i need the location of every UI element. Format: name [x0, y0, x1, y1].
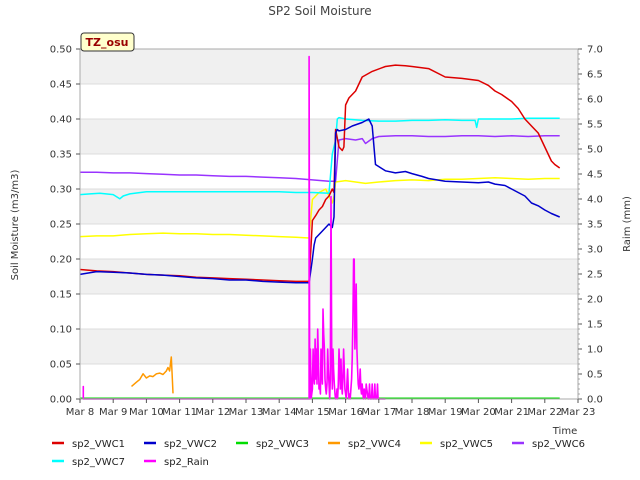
y-tick-label: 0.30 [50, 185, 72, 196]
background-band [80, 49, 578, 84]
y-tick-label: 0.50 [50, 45, 72, 56]
x-tick-label: Mar 8 [66, 407, 94, 418]
series-line-sp2-vwc6 [80, 135, 560, 183]
y-tick-label: 0.20 [50, 255, 72, 266]
y2-tick-label: 7.0 [587, 45, 603, 56]
y2-tick-label: 2.5 [587, 270, 603, 281]
y2-tick-label: 6.5 [587, 70, 603, 81]
site-badge: TZ_osu [80, 32, 135, 52]
x-tick-label: Mar 13 [229, 407, 264, 418]
series-line-sp2-rain [82, 55, 386, 400]
x-tick-label: Mar 22 [527, 407, 562, 418]
y-tick-label: 0.00 [50, 395, 72, 406]
y2-tick-label: 6.0 [587, 95, 603, 106]
y2-axis-label: Raim (mm) [622, 196, 633, 252]
y-tick-label: 0.15 [50, 290, 72, 301]
x-tick-label: Mar 9 [99, 407, 127, 418]
y-tick-label: 0.45 [50, 80, 72, 91]
y2-tick-label: 2.0 [587, 295, 603, 306]
y2-tick-label: 4.0 [587, 195, 603, 206]
legend: sp2_VWC1 sp2_VWC2 sp2_VWC3 sp2_VWC4 sp2_VWC5… [52, 439, 585, 468]
y-tick-label: 0.35 [50, 150, 72, 161]
legend-label: sp2_VWC4 [348, 439, 401, 450]
x-tick-label: Mar 17 [361, 407, 396, 418]
x-tick-label: Mar 12 [195, 407, 230, 418]
legend-label: sp2_VWC5 [440, 439, 493, 450]
legend-label: sp2_VWC6 [532, 439, 585, 450]
x-tick-label: Mar 19 [428, 407, 463, 418]
y-axis-ticks: 0.00 0.05 0.10 0.15 0.20 0.25 0.30 0.35 0.40 0.45… [50, 45, 80, 406]
y2-tick-label: 0.5 [587, 370, 603, 381]
y-tick-label: 0.40 [50, 115, 72, 126]
x-tick-label: Mar 20 [461, 407, 496, 418]
y2-tick-label: 3.0 [587, 245, 603, 256]
x-tick-label: Mar 16 [328, 407, 363, 418]
background-band [80, 259, 578, 294]
x-tick-label: Mar 10 [129, 407, 164, 418]
legend-label: sp2_VWC2 [164, 439, 217, 450]
x-axis-label: Time [552, 426, 577, 437]
background-bands [80, 49, 578, 364]
y-tick-label: 0.25 [50, 220, 72, 231]
x-tick-label: Mar 21 [494, 407, 529, 418]
x-tick-label: Mar 18 [395, 407, 430, 418]
badge-label: TZ_osu [86, 36, 129, 49]
y-axis-label: Soil Moisture (m3/m3) [10, 170, 21, 281]
badge-box [80, 32, 135, 52]
y2-tick-label: 5.0 [587, 145, 603, 156]
y2-tick-label: 1.5 [587, 320, 603, 331]
series-line-sp2-vwc1 [79, 64, 561, 283]
legend-label: sp2_VWC3 [256, 439, 309, 450]
y2-axis-ticks: 0.0 0.5 1.0 1.5 2.0 2.5 3.0 3.5 4.0 4.5 5.0 5.5 6.0 6… [578, 45, 603, 406]
x-tick-label: Mar 14 [262, 407, 297, 418]
x-tick-label: Mar 15 [295, 407, 330, 418]
y-tick-label: 0.10 [50, 325, 72, 336]
series-line-sp2-vwc2 [79, 118, 560, 284]
series-line-sp2-vwc4 [131, 356, 174, 394]
x-tick-label: Mar 23 [561, 407, 596, 418]
x-tick-label: Mar 11 [162, 407, 197, 418]
background-band [80, 329, 578, 364]
y2-tick-label: 1.0 [587, 345, 603, 356]
legend-label: sp2_Rain [164, 457, 209, 468]
y2-tick-label: 3.5 [587, 220, 603, 231]
y2-tick-label: 0.0 [587, 395, 603, 406]
y2-tick-label: 4.5 [587, 170, 603, 181]
legend-label: sp2_VWC1 [72, 439, 125, 450]
legend-label: sp2_VWC7 [72, 457, 125, 468]
y2-tick-label: 5.5 [587, 120, 603, 131]
chart-title: SP2 Soil Moisture [268, 4, 371, 18]
series-line-sp2-vwc7 [79, 116, 560, 200]
y-tick-label: 0.05 [50, 360, 72, 371]
series-layer [79, 55, 561, 400]
